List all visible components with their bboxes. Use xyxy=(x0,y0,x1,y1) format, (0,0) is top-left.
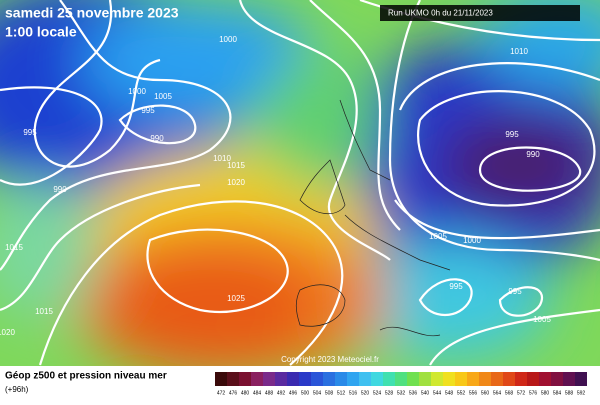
colorbar-label: 548 xyxy=(445,390,454,396)
isobar-label: 995 xyxy=(508,287,522,296)
colorbar-cell xyxy=(467,372,479,386)
colorbar-cell xyxy=(263,372,275,386)
colorbar-label: 496 xyxy=(289,390,298,396)
colorbar-label: 516 xyxy=(349,390,358,396)
colorbar-label: 524 xyxy=(373,390,382,396)
isobar-label: 1025 xyxy=(227,294,245,303)
isobar-label: 1015 xyxy=(35,307,53,316)
colorbar-label: 500 xyxy=(301,390,310,396)
colorbar-label: 504 xyxy=(313,390,322,396)
colorbar-cell xyxy=(311,372,323,386)
run-label: Run UKMO 0h du 21/11/2023 xyxy=(388,9,493,18)
isobar-label: 995 xyxy=(449,282,463,291)
colorbar-cell xyxy=(419,372,431,386)
colorbar-cell xyxy=(347,372,359,386)
colorbar-cell xyxy=(359,372,371,386)
colorbar-cell xyxy=(407,372,419,386)
colorbar-label: 568 xyxy=(505,390,514,396)
colorbar-cell xyxy=(251,372,263,386)
colorbar-cell xyxy=(371,372,383,386)
colorbar-label: 508 xyxy=(325,390,334,396)
colorbar-cell xyxy=(443,372,455,386)
footer-title: Géop z500 et pression niveau mer xyxy=(5,371,167,382)
colorbar-cell xyxy=(455,372,467,386)
colorbar-label: 532 xyxy=(397,390,406,396)
colorbar-cell xyxy=(287,372,299,386)
isobar-label: 1020 xyxy=(0,328,15,337)
isobar-label: 1010 xyxy=(510,47,528,56)
isobar-label: 990 xyxy=(526,150,540,159)
colorbar-cell xyxy=(551,372,563,386)
isobar-label: 1020 xyxy=(227,178,245,187)
colorbar-cell xyxy=(491,372,503,386)
colorbar-label: 584 xyxy=(553,390,562,396)
colorbar-cell xyxy=(431,372,443,386)
colorbar-label: 576 xyxy=(529,390,538,396)
colorbar-cell xyxy=(395,372,407,386)
colorbar-cell xyxy=(479,372,491,386)
colorbar-cell xyxy=(383,372,395,386)
colorbar-label: 476 xyxy=(229,390,238,396)
colorbar-cell xyxy=(527,372,539,386)
colorbar-cell xyxy=(323,372,335,386)
colorbar-label: 588 xyxy=(565,390,574,396)
isobar-label: 995 xyxy=(141,106,155,115)
isobar-label: 995 xyxy=(23,128,37,137)
colorbar-label: 484 xyxy=(253,390,262,396)
colorbar-label: 544 xyxy=(433,390,442,396)
colorbar-label: 580 xyxy=(541,390,550,396)
field xyxy=(0,0,600,366)
colorbar-label: 512 xyxy=(337,390,346,396)
map-title: samedi 25 novembre 2023 xyxy=(5,5,179,21)
run-box xyxy=(380,5,580,21)
colorbar-label: 472 xyxy=(217,390,226,396)
colorbar-label: 564 xyxy=(493,390,502,396)
colorbar-label: 480 xyxy=(241,390,250,396)
colorbar-cell xyxy=(563,372,575,386)
colorbar-label: 528 xyxy=(385,390,394,396)
isobar-label: 1015 xyxy=(227,161,245,170)
isobar-label: 1005 xyxy=(154,92,172,101)
colorbar-cell xyxy=(575,372,587,386)
colorbar-cell xyxy=(503,372,515,386)
colorbar-label: 540 xyxy=(421,390,430,396)
colorbar-cell xyxy=(227,372,239,386)
colorbar-label: 536 xyxy=(409,390,418,396)
colorbar-cell xyxy=(335,372,347,386)
map-time: 1:00 locale xyxy=(5,24,77,40)
colorbar-label: 492 xyxy=(277,390,286,396)
isobar-label: 1000 xyxy=(219,35,237,44)
isobar-label: 1015 xyxy=(5,243,23,252)
footer-lead: (+96h) xyxy=(5,385,29,394)
colorbar-label: 520 xyxy=(361,390,370,396)
isobars xyxy=(0,0,600,366)
coastlines xyxy=(295,99,451,337)
colorbar-cell xyxy=(539,372,551,386)
colorbar-cell xyxy=(275,372,287,386)
colorbar-cell xyxy=(515,372,527,386)
colorbar-label: 552 xyxy=(457,390,466,396)
isobar-label: 1000 xyxy=(128,87,146,96)
colorbar-label: 592 xyxy=(577,390,586,396)
isobar-label: 1005 xyxy=(533,315,551,324)
colorbar-label: 560 xyxy=(481,390,490,396)
isobar-label: 990 xyxy=(150,134,164,143)
isobar-label: 1010 xyxy=(213,154,231,163)
copyright: Copyright 2023 Meteociel.fr xyxy=(281,355,379,364)
isobar-label: 995 xyxy=(505,130,519,139)
colorbar-cell xyxy=(215,372,227,386)
isobar-label: 1005 xyxy=(429,232,447,241)
colorbar-label: 572 xyxy=(517,390,526,396)
colorbar-cell xyxy=(239,372,251,386)
colorbar-cell xyxy=(299,372,311,386)
colorbar-label: 556 xyxy=(469,390,478,396)
colorbar-label: 488 xyxy=(265,390,274,396)
isobar-label: 990 xyxy=(53,185,67,194)
isobar-label: 1000 xyxy=(463,236,481,245)
